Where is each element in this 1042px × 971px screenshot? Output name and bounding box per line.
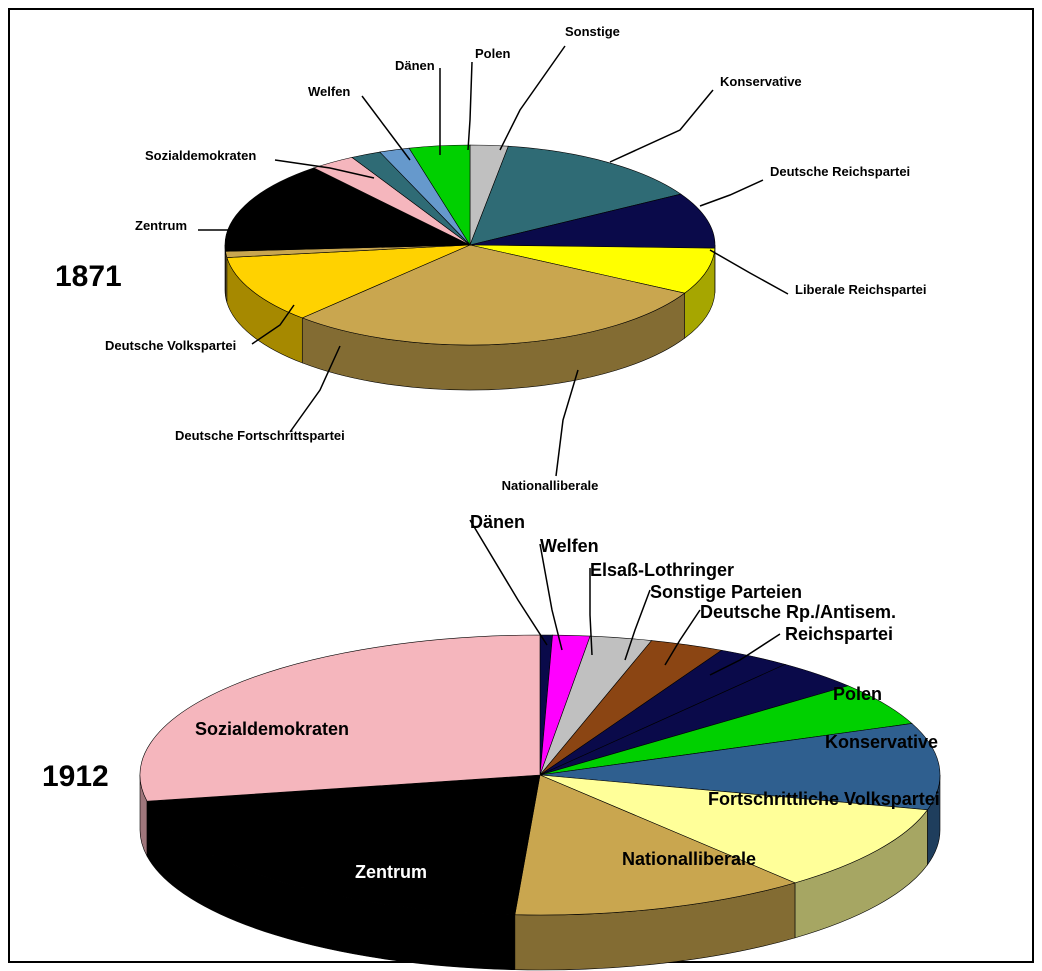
leader-line <box>468 62 472 150</box>
year-label-1912: 1912 <box>42 760 109 794</box>
slice-label: Polen <box>475 46 510 61</box>
slice-label: Sonstige <box>565 24 620 39</box>
slice-label: Sozialdemokraten <box>145 148 256 163</box>
slice-label: Nationalliberale <box>622 849 756 869</box>
leader-line <box>500 46 565 150</box>
slice-label: Sozialdemokraten <box>195 719 349 739</box>
slice-label: Dänen <box>470 512 525 532</box>
slice-label: Deutsche Volkspartei <box>105 338 236 353</box>
charts-canvas: Sonstige Konservative Deutsche Reichsparte… <box>0 0 1042 971</box>
slice-label: Nationalliberale <box>502 478 599 493</box>
slice-label: Elsaß-Lothringer <box>590 560 734 580</box>
leader-line <box>710 250 788 294</box>
slice-label: Dänen <box>395 58 435 73</box>
slice-label: Welfen <box>540 536 599 556</box>
leader-line <box>540 544 562 650</box>
slice-label: Liberale Reichspartei <box>795 282 927 297</box>
year-label-1871: 1871 <box>55 260 122 294</box>
slice-label: Deutsche Reichspartei <box>770 164 910 179</box>
slice-label: Konservative <box>825 732 938 752</box>
slice-label: Deutsche Fortschrittspartei <box>175 428 345 443</box>
leader-line <box>362 96 410 160</box>
leader-line <box>700 180 763 206</box>
leader-line <box>470 520 547 645</box>
slice-label: Zentrum <box>355 862 427 882</box>
slice-label: Zentrum <box>135 218 187 233</box>
slice-label: Fortschrittliche Volkspartei <box>708 789 940 809</box>
leader-line <box>610 90 713 162</box>
slice-label: Polen <box>833 684 882 704</box>
slice-label: Sonstige Parteien <box>650 582 802 602</box>
slice-label: Welfen <box>308 84 350 99</box>
slice-label: Konservative <box>720 74 802 89</box>
slice-label: Deutsche Rp./Antisem. <box>700 602 896 622</box>
slice-label: Reichspartei <box>785 624 893 644</box>
leader-line <box>556 370 578 476</box>
page: Sonstige Konservative Deutsche Reichsparte… <box>0 0 1042 971</box>
